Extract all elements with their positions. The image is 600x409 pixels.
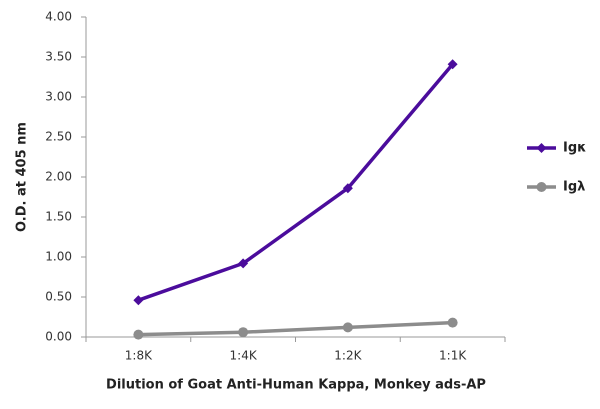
y-tick-label: 2.50 — [45, 130, 72, 144]
y-tick-label: 2.00 — [45, 170, 72, 184]
point — [238, 258, 249, 269]
y-tick-label: 3.50 — [45, 50, 72, 64]
y-tick-label: 0.00 — [45, 330, 72, 344]
point — [536, 182, 547, 192]
series-line — [138, 320, 453, 337]
x-tick-label: 1:1K — [439, 349, 467, 363]
point — [133, 295, 144, 306]
point — [447, 59, 458, 70]
x-tick-label: 1:2K — [334, 349, 362, 363]
y-axis-title: O.D. at 405 nm — [15, 122, 30, 232]
x-axis-title: Dilution of Goat Anti-Human Kappa, Monke… — [106, 378, 486, 393]
y-tick-label: 0.50 — [45, 290, 72, 304]
point — [342, 322, 353, 333]
point — [342, 183, 353, 194]
series-line — [137, 63, 454, 302]
y-tick-label: 1.50 — [45, 210, 72, 224]
point — [536, 143, 547, 153]
point — [133, 329, 144, 340]
x-tick-label: 1:8K — [125, 349, 153, 363]
x-tick-label: 1:4K — [230, 349, 258, 363]
point — [447, 317, 458, 328]
y-tick-label: 1.00 — [45, 250, 72, 264]
legend-label: Igκ — [563, 141, 586, 156]
y-tick-label: 4.00 — [45, 10, 72, 24]
legend-label: Igλ — [563, 180, 585, 195]
point — [238, 327, 249, 338]
y-tick-label: 3.00 — [45, 90, 72, 104]
